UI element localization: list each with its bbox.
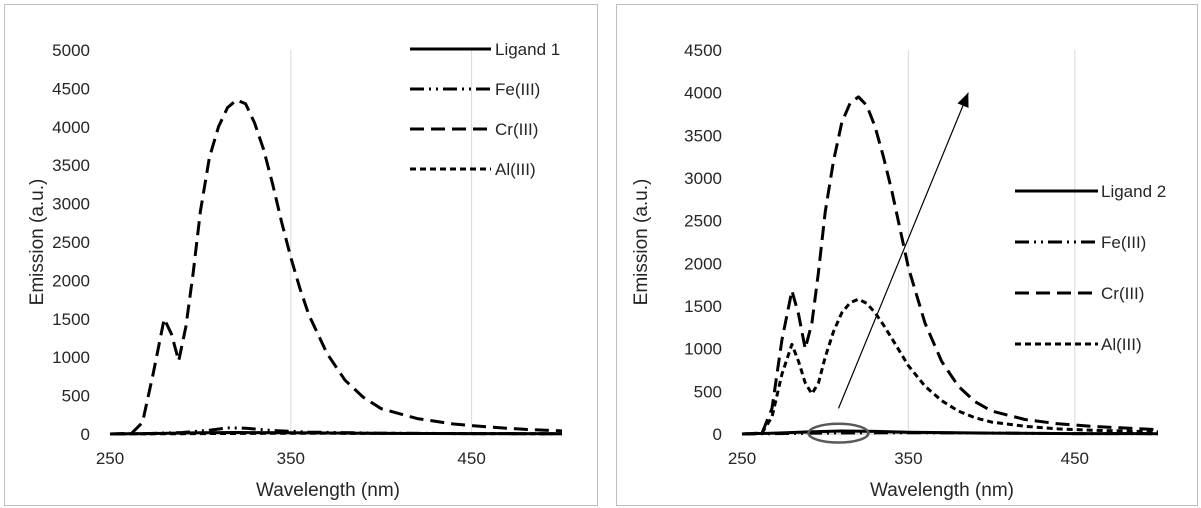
y-axis-title: Emission (a.u.) [27,179,48,306]
y-tick-label: 4000 [684,84,722,103]
y-tick-label: 2000 [52,271,90,290]
y-tick-label: 500 [694,382,722,401]
series-line-cr-iii- [109,98,563,436]
y-tick-label: 3500 [52,156,90,175]
y-tick-label: 2500 [684,212,722,231]
series-line-al-iii- [109,431,563,436]
annotation-arrowhead [957,92,969,108]
x-tick-label: 350 [277,449,305,468]
y-tick-label: 1500 [52,310,90,329]
emission-chart-ligand-2: 0 500 1000 1500 2000 2500 3000 3500 4000 4500 250 3… [631,41,1166,501]
legend-label: Cr(III) [1101,284,1144,303]
legend-label: Cr(III) [495,120,538,139]
y-tick-label: 4500 [52,79,90,98]
legend-label: Ligand 2 [1101,182,1166,201]
x-axis-title: Wavelength (nm) [256,480,400,501]
y-tick-label: 500 [62,387,90,406]
series-line-fe-iii- [741,431,1159,436]
x-tick-label: 450 [457,449,485,468]
chart-panel-1: 0 500 1000 1500 2000 2500 3000 3500 4000 4500 5000… [4,4,598,506]
y-tick-label: 3000 [52,195,90,214]
legend-label: Fe(III) [1101,233,1146,252]
y-tick-label: 1000 [684,340,722,359]
y-tick-label: 3500 [684,126,722,145]
y-tick-label: 3000 [684,169,722,188]
annotation-ellipse [807,422,870,444]
y-tick-label: 4500 [684,41,722,60]
y-tick-label: 2000 [684,254,722,273]
x-axis-title: Wavelength (nm) [870,480,1014,501]
y-tick-label: 2500 [52,233,90,252]
x-tick-label: 350 [894,449,922,468]
y-tick-label: 0 [713,425,722,444]
legend-label: Al(III) [1101,335,1142,354]
y-tick-label: 5000 [52,41,90,60]
y-tick-label: 1000 [52,348,90,367]
y-tick-label: 1500 [684,297,722,316]
legend-label: Ligand 1 [495,40,560,59]
legend-label: Al(III) [495,160,536,179]
chart-panel-2: 0 500 1000 1500 2000 2500 3000 3500 4000 4500 250 3… [616,4,1198,506]
x-tick-label: 250 [728,449,756,468]
x-tick-label: 450 [1061,449,1089,468]
y-axis-title: Emission (a.u.) [631,179,652,306]
series-line-cr-iii- [741,95,1159,436]
emission-chart-ligand-1: 0 500 1000 1500 2000 2500 3000 3500 4000 4500 5000… [27,40,563,501]
legend-label: Fe(III) [495,80,540,99]
y-tick-label: 0 [81,425,90,444]
x-tick-label: 250 [96,449,124,468]
y-tick-label: 4000 [52,118,90,137]
series-line-al-iii- [741,297,1159,436]
annotation-arrow [837,92,969,409]
